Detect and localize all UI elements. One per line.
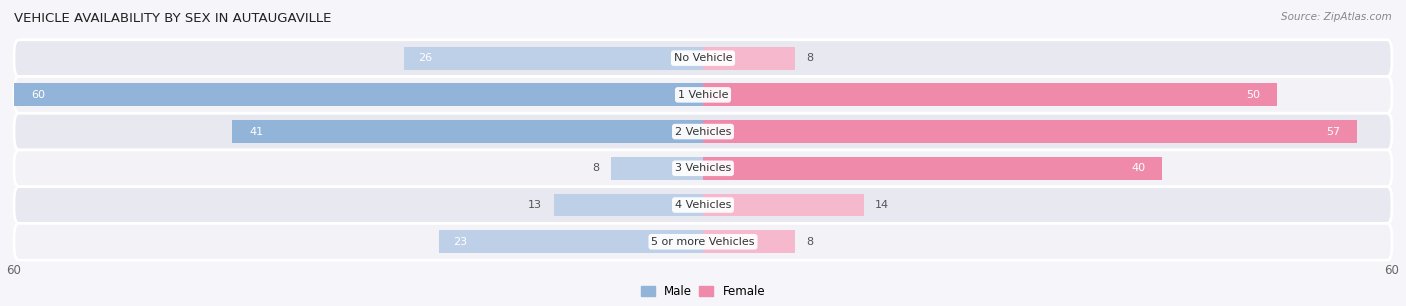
Text: 23: 23 bbox=[453, 237, 467, 247]
Text: 40: 40 bbox=[1130, 163, 1144, 173]
FancyBboxPatch shape bbox=[14, 76, 1392, 113]
Text: 4 Vehicles: 4 Vehicles bbox=[675, 200, 731, 210]
FancyBboxPatch shape bbox=[14, 150, 1392, 187]
Bar bbox=[554, 194, 703, 216]
Bar bbox=[612, 157, 703, 180]
Text: 8: 8 bbox=[592, 163, 599, 173]
Text: 26: 26 bbox=[418, 53, 433, 63]
Legend: Male, Female: Male, Female bbox=[636, 280, 770, 303]
Bar bbox=[232, 120, 703, 143]
Text: 50: 50 bbox=[1246, 90, 1260, 100]
Text: 57: 57 bbox=[1326, 127, 1340, 136]
Text: 14: 14 bbox=[875, 200, 890, 210]
Text: Source: ZipAtlas.com: Source: ZipAtlas.com bbox=[1281, 12, 1392, 22]
Text: 8: 8 bbox=[807, 237, 814, 247]
Text: 1 Vehicle: 1 Vehicle bbox=[678, 90, 728, 100]
Text: 8: 8 bbox=[807, 53, 814, 63]
Bar bbox=[14, 84, 703, 106]
FancyBboxPatch shape bbox=[14, 187, 1392, 223]
Text: VEHICLE AVAILABILITY BY SEX IN AUTAUGAVILLE: VEHICLE AVAILABILITY BY SEX IN AUTAUGAVI… bbox=[14, 12, 332, 25]
Bar bbox=[703, 84, 1277, 106]
Text: 60: 60 bbox=[31, 90, 45, 100]
FancyBboxPatch shape bbox=[14, 40, 1392, 76]
Text: 5 or more Vehicles: 5 or more Vehicles bbox=[651, 237, 755, 247]
Text: 13: 13 bbox=[529, 200, 543, 210]
Text: 41: 41 bbox=[249, 127, 263, 136]
FancyBboxPatch shape bbox=[14, 223, 1392, 260]
Bar bbox=[405, 47, 703, 69]
Text: No Vehicle: No Vehicle bbox=[673, 53, 733, 63]
Bar bbox=[439, 230, 703, 253]
Bar bbox=[703, 230, 794, 253]
Bar bbox=[703, 157, 1163, 180]
Bar bbox=[703, 194, 863, 216]
Bar bbox=[703, 120, 1358, 143]
Text: 2 Vehicles: 2 Vehicles bbox=[675, 127, 731, 136]
Text: 3 Vehicles: 3 Vehicles bbox=[675, 163, 731, 173]
FancyBboxPatch shape bbox=[14, 113, 1392, 150]
Bar bbox=[703, 47, 794, 69]
